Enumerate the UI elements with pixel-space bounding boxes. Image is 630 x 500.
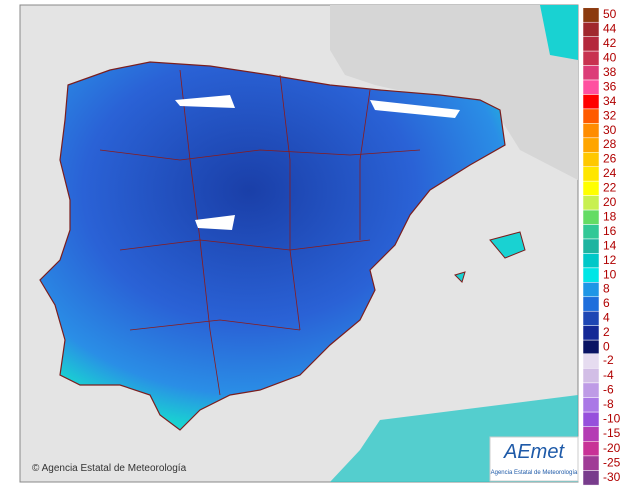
legend-swatch — [582, 310, 600, 326]
legend-swatch — [582, 166, 600, 182]
legend-swatch — [582, 50, 600, 66]
legend-label: 14 — [603, 238, 617, 252]
legend-swatch — [582, 36, 600, 52]
legend-swatch — [582, 94, 600, 110]
legend-swatch — [582, 238, 600, 254]
legend-label: 34 — [603, 94, 617, 108]
legend-label: 12 — [603, 253, 617, 267]
logo-subtitle: Agencia Estatal de Meteorología — [491, 470, 578, 476]
province-borders — [99, 69, 421, 396]
legend-label: 20 — [603, 195, 617, 209]
legend-swatch — [582, 397, 600, 413]
legend-swatch — [582, 382, 600, 398]
legend-swatch — [582, 137, 600, 153]
legend-label: -15 — [603, 426, 621, 440]
legend-swatch — [582, 296, 600, 312]
legend-label: 10 — [603, 267, 617, 281]
legend-swatch — [582, 253, 600, 269]
legend-label: 16 — [603, 224, 617, 238]
legend-label: 2 — [603, 325, 610, 339]
balearic-islands — [454, 231, 526, 283]
logo-brand: AEmet — [503, 441, 565, 463]
legend-label: 8 — [603, 282, 610, 296]
legend-swatch — [582, 282, 600, 298]
legend-label: 40 — [603, 51, 617, 65]
legend-swatch — [582, 426, 600, 442]
legend-label: 4 — [603, 311, 610, 325]
legend-label: 50 — [603, 7, 617, 21]
snow-patches — [175, 95, 460, 230]
iberia — [39, 61, 506, 431]
legend-swatch — [582, 21, 600, 37]
legend-label: 36 — [603, 79, 617, 93]
legend-label: -30 — [603, 470, 621, 484]
legend-swatch — [582, 152, 600, 167]
legend-swatch — [582, 180, 600, 196]
legend-swatch — [582, 441, 600, 457]
legend-label: -4 — [603, 368, 614, 382]
legend-swatch — [582, 339, 600, 355]
legend-swatch — [582, 267, 600, 283]
legend-swatch — [582, 455, 600, 471]
legend-swatch — [582, 65, 600, 81]
legend-label: -8 — [603, 397, 614, 411]
legend-label: 18 — [603, 209, 617, 223]
legend-swatch — [582, 123, 600, 139]
legend-label: 42 — [603, 36, 617, 50]
legend-label: 38 — [603, 65, 617, 79]
legend-swatch — [582, 209, 600, 225]
legend-swatch — [582, 224, 600, 240]
legend-label: 26 — [603, 152, 617, 166]
legend-label: 28 — [603, 137, 617, 151]
legend-label: -2 — [603, 353, 614, 367]
legend-swatch — [582, 411, 600, 427]
legend-swatch — [582, 79, 600, 95]
legend-swatch — [582, 368, 600, 384]
legend-label: 30 — [603, 123, 617, 137]
france-land — [330, 5, 578, 180]
legend-label: 22 — [603, 181, 617, 195]
legend-label: -10 — [603, 412, 621, 426]
legend-swatch — [582, 195, 600, 211]
legend-swatch — [582, 353, 600, 369]
legend-swatch — [582, 108, 600, 124]
legend-label: 32 — [603, 108, 617, 122]
legend-label: -6 — [603, 382, 614, 396]
legend-label: -25 — [603, 455, 621, 469]
legend-label: 6 — [603, 296, 610, 310]
legend: 5044424038363432302826242220181614121086… — [582, 7, 621, 486]
legend-swatch — [582, 325, 600, 341]
legend-label: 0 — [603, 340, 610, 354]
copyright: © Agencia Estatal de Meteorología — [32, 463, 187, 474]
legend-label: 44 — [603, 22, 617, 36]
legend-swatch — [582, 470, 600, 486]
legend-label: 24 — [603, 166, 617, 180]
france-data — [540, 5, 578, 60]
legend-swatch — [582, 7, 600, 23]
legend-label: -20 — [603, 441, 621, 455]
logo-box: AEmet Agencia Estatal de Meteorología — [489, 436, 579, 482]
